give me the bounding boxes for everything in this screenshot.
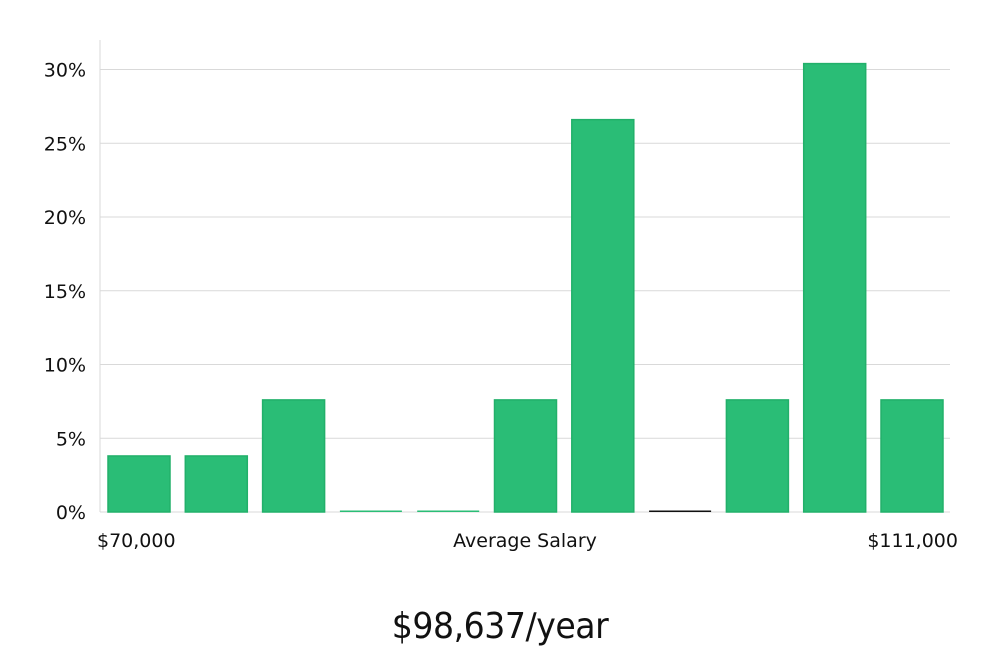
bar bbox=[261, 399, 326, 513]
bar bbox=[725, 399, 790, 513]
bar bbox=[571, 118, 635, 513]
x-axis-title: Average Salary bbox=[453, 530, 597, 552]
x-min-label: $70,000 bbox=[97, 530, 176, 552]
y-tick-label: 5% bbox=[56, 428, 86, 450]
bar bbox=[417, 510, 480, 512]
y-tick-label: 10% bbox=[44, 355, 86, 377]
grid-layer bbox=[100, 69, 950, 513]
bar bbox=[802, 62, 867, 513]
x-max-label: $111,000 bbox=[867, 530, 958, 552]
y-tick-label: 15% bbox=[44, 281, 86, 303]
bar bbox=[107, 455, 171, 513]
bar bbox=[339, 510, 402, 512]
y-tick-labels: 0% 5% 10% 15% 20% 25% 30% bbox=[44, 60, 86, 525]
bars-layer bbox=[107, 62, 944, 513]
y-tick-label: 20% bbox=[44, 207, 86, 229]
average-salary: $98,637/year bbox=[391, 606, 609, 647]
bar bbox=[880, 399, 944, 513]
bar bbox=[493, 399, 558, 513]
y-tick-label: 0% bbox=[56, 502, 86, 524]
y-tick-label: 30% bbox=[44, 60, 86, 82]
average-salary-bin-marker bbox=[649, 510, 712, 512]
y-tick-label: 25% bbox=[44, 133, 86, 155]
salary-histogram: 0% 5% 10% 15% 20% 25% 30% $70,000 Average Sala… bbox=[44, 40, 958, 552]
bar bbox=[184, 455, 249, 513]
